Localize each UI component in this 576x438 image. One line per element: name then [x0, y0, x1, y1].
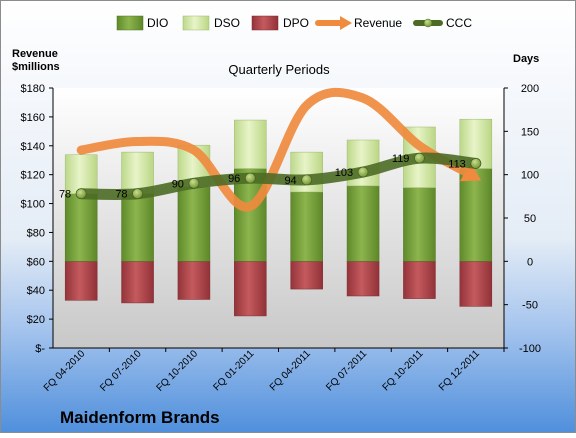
legend-label-dio: DIO — [147, 16, 168, 30]
legend-item-dio: DIO — [116, 15, 168, 31]
data-label-ccc-2: 90 — [172, 178, 184, 190]
chart-title: Quarterly Periods — [228, 62, 330, 77]
point-ccc-1 — [132, 188, 143, 200]
bar-dio-2 — [177, 186, 211, 262]
point-ccc-0 — [75, 188, 87, 200]
right-tick-label-3: 50 — [524, 213, 536, 225]
right-tick-label-2: 0 — [527, 256, 533, 268]
left-axis: $- $20 $40 $60 $80 $100 $120 $140 $160 $180 — [21, 83, 53, 355]
bar-dpo-3 — [234, 261, 267, 317]
left-tick-label-3: $60 — [27, 256, 45, 268]
bar-dpo-6 — [403, 261, 436, 299]
legend: DIO DSO DPO Revenue CCC — [116, 15, 472, 31]
point-ccc-5 — [357, 166, 369, 178]
left-tick-label-4: $80 — [27, 227, 45, 239]
right-tick-label-4: 100 — [521, 170, 539, 182]
right-tick-label-0: -100 — [519, 343, 541, 355]
data-label-ccc-4: 94 — [284, 175, 296, 187]
data-label-ccc-3: 96 — [228, 173, 240, 185]
left-tick-label-2: $40 — [27, 285, 45, 297]
legend-item-ccc: CCC — [413, 16, 472, 30]
bar-dso-0 — [64, 154, 98, 194]
legend-label-dso: DSO — [214, 16, 240, 30]
data-label-ccc-1: 78 — [115, 189, 127, 201]
legend-swatch-dio — [116, 15, 144, 31]
bar-dio-7 — [459, 168, 493, 262]
bar-dpo-5 — [346, 261, 380, 297]
point-ccc-3 — [245, 172, 256, 184]
company-name: Maidenform Brands — [60, 408, 220, 427]
left-axis-title-line2: $millions — [12, 61, 60, 73]
bar-dpo-0 — [64, 261, 98, 301]
left-tick-label-5: $100 — [21, 199, 45, 211]
point-ccc-6 — [414, 152, 425, 164]
legend-label-dpo: DPO — [283, 16, 309, 30]
bar-dpo-1 — [121, 261, 154, 304]
bar-dpo-4 — [290, 261, 323, 290]
left-tick-label-7: $140 — [21, 141, 45, 153]
data-label-ccc-5: 103 — [335, 167, 353, 179]
data-labels-layer: 78 78 90 96 94 103 119 113 — [59, 153, 466, 201]
point-ccc-2 — [188, 178, 200, 189]
legend-item-dpo: DPO — [251, 15, 309, 31]
legend-marker-ccc — [423, 18, 433, 28]
right-tick-label-6: 200 — [521, 83, 539, 95]
legend-item-revenue: Revenue — [315, 16, 402, 30]
revenue-arrowhead — [459, 162, 482, 182]
legend-swatch-dso — [182, 15, 210, 31]
right-tick-label-5: 150 — [521, 126, 539, 138]
left-tick-label-9: $180 — [21, 83, 45, 95]
point-ccc-7 — [470, 158, 482, 169]
left-axis-title-line1: Revenue — [12, 48, 58, 60]
data-label-ccc-0: 78 — [59, 189, 71, 201]
bar-dio-5 — [346, 185, 380, 262]
left-tick-label-6: $120 — [21, 170, 45, 182]
data-label-ccc-7: 113 — [448, 158, 466, 170]
right-tick-label-1: -50 — [522, 300, 538, 312]
legend-label-ccc: CCC — [446, 16, 472, 30]
right-axis-title: Days — [513, 53, 539, 65]
left-tick-label-1: $20 — [27, 314, 45, 326]
bar-dpo-7 — [459, 261, 493, 307]
left-tick-label-0: $- — [35, 343, 45, 355]
plot-area — [53, 88, 504, 348]
legend-label-revenue: Revenue — [354, 16, 402, 30]
bar-dio-4 — [290, 191, 323, 262]
right-axis: -100 -50 0 50 100 150 200 — [504, 83, 541, 355]
bar-dio-6 — [403, 187, 436, 262]
bar-dio-1 — [121, 193, 154, 262]
legend-arrow-revenue — [340, 16, 352, 30]
point-ccc-4 — [301, 174, 312, 186]
legend-swatch-dpo — [251, 15, 279, 31]
line-revenue — [76, 87, 472, 212]
data-label-ccc-6: 119 — [392, 153, 410, 165]
bar-dio-0 — [64, 193, 98, 262]
lines-layer — [75, 87, 482, 212]
left-tick-label-8: $160 — [21, 112, 45, 124]
legend-item-dso: DSO — [182, 15, 240, 31]
bar-dpo-2 — [177, 261, 211, 300]
bar-dso-3 — [234, 119, 267, 169]
bars-layer — [64, 118, 493, 317]
